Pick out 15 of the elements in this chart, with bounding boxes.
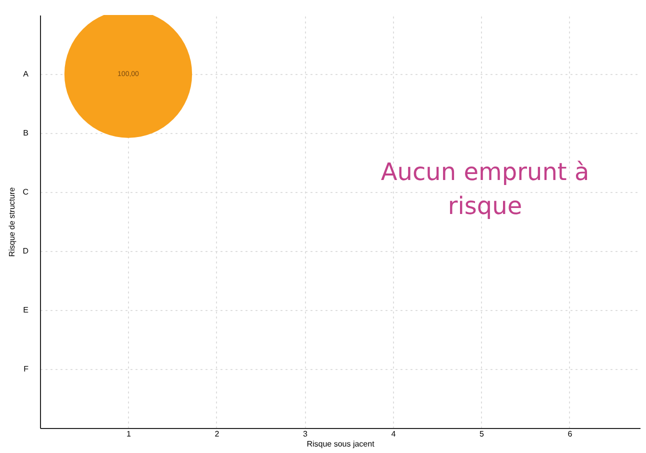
x-tick-label: 6 xyxy=(568,430,573,438)
annotation: Aucun emprunt à risque xyxy=(380,158,590,220)
x-tick-label: 3 xyxy=(302,430,308,438)
y-tick-label: A xyxy=(23,70,30,78)
x-tick-label: 2 xyxy=(214,430,220,438)
x-tick-label: 4 xyxy=(391,430,396,438)
y-tick-label: F xyxy=(24,364,29,374)
x-axis-title: Risque sous jacent xyxy=(306,440,376,448)
y-axis-title: Risque de structure xyxy=(8,186,17,257)
y-tick-label: B xyxy=(23,128,28,138)
y-tick-label: E xyxy=(23,306,28,314)
x-tick-label: 1 xyxy=(126,430,132,438)
y-tick-label: D xyxy=(22,246,29,256)
x-tick-label: 5 xyxy=(479,430,484,438)
y-tick-label: C xyxy=(22,188,29,196)
